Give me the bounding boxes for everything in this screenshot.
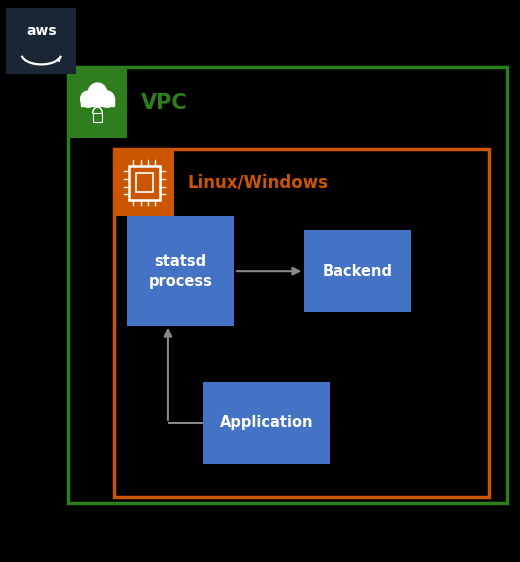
- FancyBboxPatch shape: [114, 149, 489, 497]
- FancyBboxPatch shape: [6, 8, 76, 74]
- FancyBboxPatch shape: [203, 382, 330, 464]
- Text: statsd
process: statsd process: [149, 254, 213, 288]
- FancyBboxPatch shape: [114, 149, 174, 216]
- Text: VPC: VPC: [140, 93, 187, 112]
- FancyBboxPatch shape: [127, 216, 234, 326]
- Text: Application: Application: [220, 415, 313, 430]
- FancyBboxPatch shape: [68, 67, 507, 503]
- Text: Backend: Backend: [322, 264, 393, 279]
- Circle shape: [99, 91, 114, 107]
- Text: Linux/Windows: Linux/Windows: [187, 174, 328, 192]
- Text: aws: aws: [26, 24, 57, 38]
- Bar: [81, 97, 114, 106]
- FancyBboxPatch shape: [304, 230, 411, 312]
- Bar: [93, 113, 102, 122]
- FancyBboxPatch shape: [136, 173, 153, 192]
- FancyBboxPatch shape: [129, 166, 160, 200]
- FancyBboxPatch shape: [68, 67, 127, 138]
- Circle shape: [88, 83, 107, 103]
- Circle shape: [81, 91, 96, 107]
